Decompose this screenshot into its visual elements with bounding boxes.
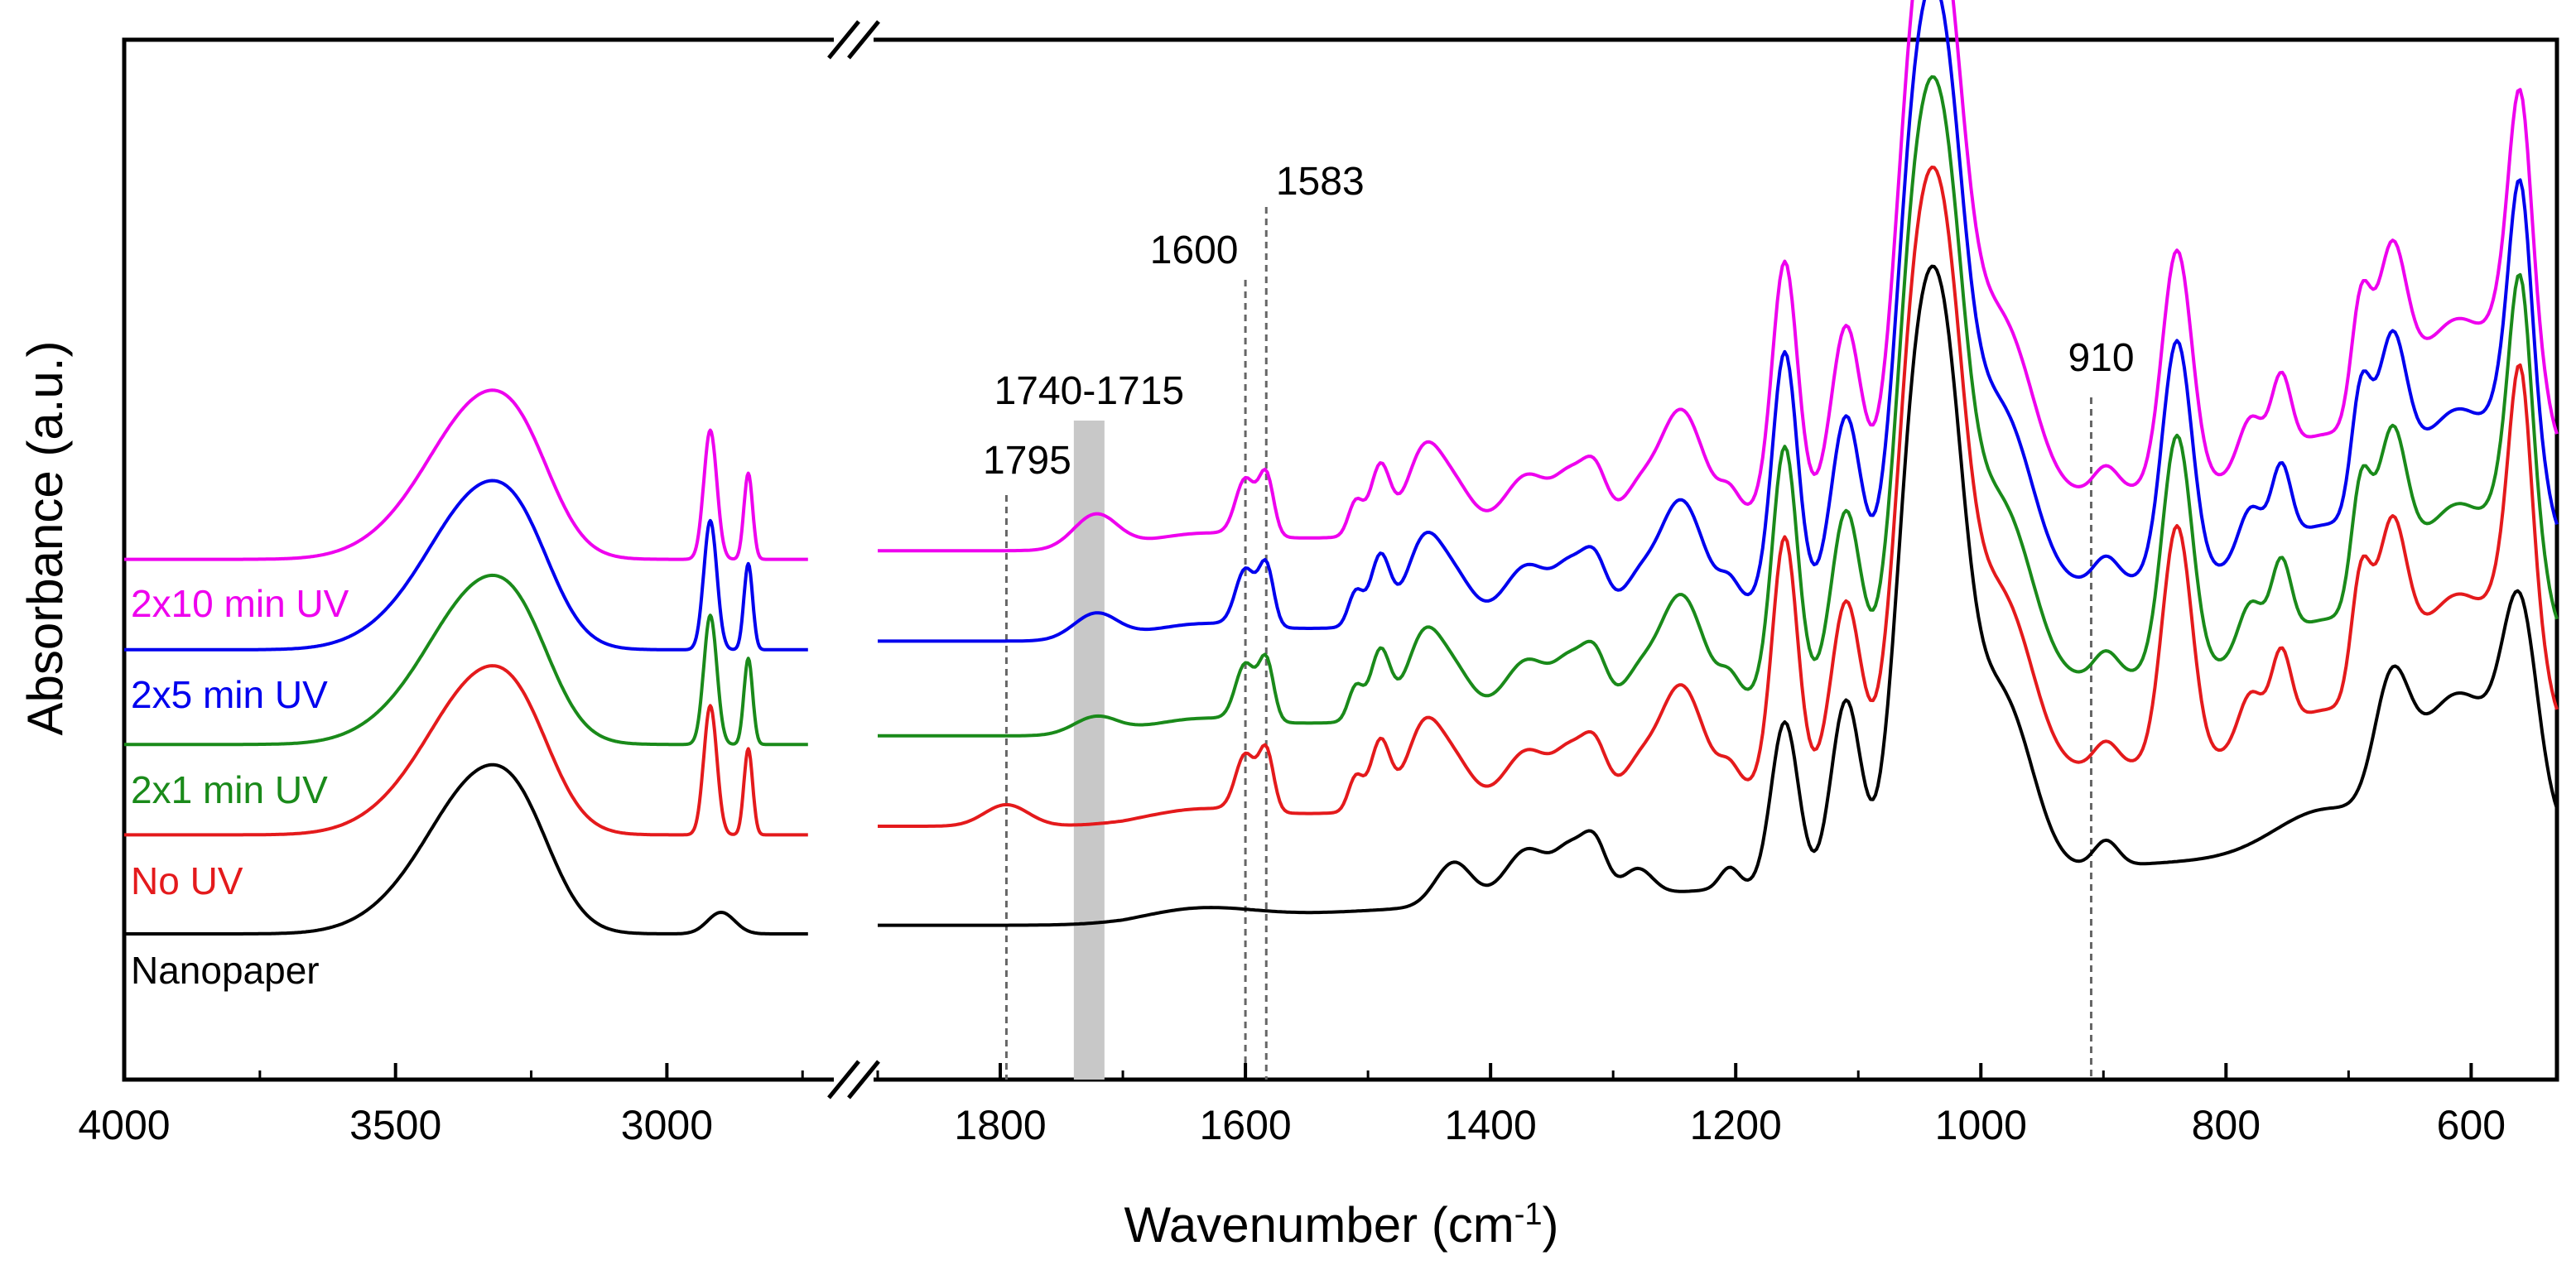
series-labels: Nanopaper No UV 2x1 min UV 2x5 min UV 2x10 m…: [131, 582, 349, 992]
series-line-3-seg0: [123, 479, 809, 652]
x-ticks: 4000 3500 3000 1800 1600 1400 1200 1000 800 600: [78, 1063, 2506, 1148]
x-tick-label: 600: [2437, 1102, 2506, 1148]
series-label: No UV: [131, 859, 243, 902]
axis-break-slash: [827, 20, 860, 60]
axis-break: [827, 20, 880, 1099]
x-tick-label: 1000: [1935, 1102, 2027, 1148]
series-line-0-seg1: [878, 264, 2559, 927]
x-tick-label: 800: [2192, 1102, 2261, 1148]
series-line-3-seg1: [878, 0, 2559, 643]
annotations: 1795 1740-1715 1600 1583 910: [983, 160, 2135, 1080]
annotation-label: 1600: [1150, 229, 1239, 272]
series-line-1-seg0: [123, 664, 809, 837]
axis-break-slash: [847, 1060, 880, 1099]
axis-break-slash: [847, 20, 880, 60]
annotation-band: [1073, 421, 1105, 1080]
series-label: 2x5 min UV: [131, 673, 328, 716]
series-line-1-seg1: [878, 166, 2559, 828]
x-tick-label: 1800: [954, 1102, 1046, 1148]
annotation-label-band: 1740-1715: [994, 369, 1185, 413]
series-line-2-seg0: [123, 573, 809, 747]
series-label: 2x10 min UV: [131, 582, 349, 625]
series-lines: [123, 0, 2559, 936]
x-axis-title-sup: -1: [1514, 1197, 1543, 1232]
y-axis-title: Absorbance (a.u.): [17, 341, 73, 736]
series-line-4-seg1: [878, 0, 2559, 553]
x-tick-label: 1600: [1199, 1102, 1291, 1148]
series-line-4-seg0: [123, 388, 809, 561]
annotation-label: 1583: [1276, 160, 1365, 204]
x-tick-label: 4000: [78, 1102, 170, 1148]
x-tick-label: 3500: [349, 1102, 441, 1148]
series-label: Nanopaper: [131, 949, 320, 992]
series-label: 2x1 min UV: [131, 768, 328, 811]
x-tick-label: 1400: [1445, 1102, 1537, 1148]
x-axis-title: Wavenumber (cm-1): [1124, 1197, 1559, 1253]
series-line-0-seg0: [123, 762, 809, 936]
axis-break-slash: [827, 1060, 860, 1099]
x-tick-label: 3000: [621, 1102, 713, 1148]
x-tick-label: 1200: [1690, 1102, 1782, 1148]
series-line-2-seg1: [878, 75, 2559, 738]
annotation-label: 1795: [983, 439, 1071, 483]
annotation-label: 910: [2068, 336, 2134, 380]
